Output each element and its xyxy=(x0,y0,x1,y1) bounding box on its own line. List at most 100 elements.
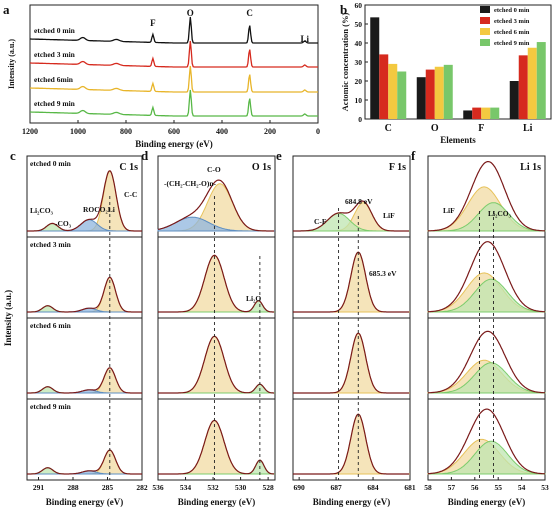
panel-f-component-peak xyxy=(428,440,546,475)
panel-e-xtick-label: 684 xyxy=(367,483,379,492)
panel-a-series-label: etched 3 min xyxy=(34,50,76,59)
panel-e-envelope xyxy=(293,200,410,232)
panel-c-row-label: etched 0 min xyxy=(30,159,72,168)
panel-d-xtick-label: 534 xyxy=(180,483,192,492)
panel-b-bar xyxy=(518,55,528,119)
panel-f-envelope xyxy=(428,241,546,313)
panel-d-annotation: -(CH₂-CH₂-O)n- xyxy=(164,179,216,188)
panel-c-annotation: -CO₃ xyxy=(55,219,72,228)
panel-a-series-label: etched 9 min xyxy=(34,99,76,108)
panel-b-ytick-label: 30 xyxy=(355,58,363,67)
panel-c-xtick-label: 282 xyxy=(136,483,148,492)
panel-d-xlabel: Binding energy (eV) xyxy=(178,497,256,507)
panel-d-xtick-label: 536 xyxy=(152,483,164,492)
panel-c-envelope xyxy=(27,449,142,475)
panel-a-tick-label: 600 xyxy=(168,127,180,136)
panel-b-ytick-label: 10 xyxy=(355,96,363,105)
panel-c-envelope xyxy=(27,170,142,232)
panel-e-annotation: 685.3 eV xyxy=(369,269,397,278)
panel-d-annotation: Li₂O xyxy=(246,294,261,303)
panel-a-letter: a xyxy=(3,2,10,17)
panel-b-bar xyxy=(481,107,491,119)
panel-c-envelope xyxy=(27,367,142,394)
panel-b-ytick-label: 50 xyxy=(355,20,363,29)
panel-b-xlabel: Elements xyxy=(440,135,476,145)
panel-b-bar xyxy=(536,42,546,119)
panel-f-xlabel: Binding energy (eV) xyxy=(448,497,526,507)
panel-c-envelope xyxy=(27,276,142,313)
panel-d-xtick-label: 530 xyxy=(235,483,247,492)
panel-f-component-peak xyxy=(428,202,546,232)
panel-e-component-peak xyxy=(293,413,410,475)
panel-d-component-peak xyxy=(158,335,275,394)
panel-b-letter: b xyxy=(340,2,347,17)
panel-d-xtick-label: 528 xyxy=(262,483,274,492)
panel-b-legend-swatch xyxy=(480,39,490,46)
panel-d-xtick-label: 532 xyxy=(207,483,219,492)
panel-b-category-label: C xyxy=(385,123,392,134)
panel-a-series-label: etched 6min xyxy=(34,75,74,84)
panel-c-title: C 1s xyxy=(119,162,138,173)
panel-a-spectrum xyxy=(30,16,318,44)
panel-d-title: O 1s xyxy=(252,162,271,173)
panel-b-category-label: O xyxy=(431,123,439,134)
panel-a-peak-label: O xyxy=(187,8,194,18)
panel-b-bar xyxy=(490,107,500,119)
panel-f-xtick-label: 54 xyxy=(518,483,526,492)
panel-a-peak-label: C xyxy=(246,8,253,18)
panel-e-envelope xyxy=(293,251,410,313)
panel-f-component-peak xyxy=(428,362,546,394)
panel-e-envelope xyxy=(293,332,410,394)
panel-f-xtick-label: 57 xyxy=(448,483,456,492)
panel-f-annotation: LiF xyxy=(443,206,455,215)
panel-e-component-peak xyxy=(293,332,410,394)
panel-b-ytick-label: 0 xyxy=(358,115,362,124)
panel-b-ytick-label: 60 xyxy=(355,1,363,10)
panel-e-letter: e xyxy=(276,148,282,163)
panel-e-annotation: 684.8 eV xyxy=(345,197,373,206)
panel-b-legend-label: etched 3 min xyxy=(494,18,530,25)
panel-b-bar xyxy=(509,81,519,119)
panel-c-xtick-label: 285 xyxy=(102,483,114,492)
panel-c-annotation: ROCO₂Li xyxy=(83,205,115,214)
panel-a-tick-label: 1000 xyxy=(70,127,86,136)
panel-b-bar xyxy=(397,71,407,119)
panel-a-spectrum xyxy=(30,65,318,93)
panel-a-spectrum xyxy=(30,40,318,68)
panel-d-envelope xyxy=(158,335,275,394)
panel-a-spectrum xyxy=(30,89,318,117)
panel-b-bar xyxy=(388,63,398,119)
panel-e-xlabel: Binding energy (eV) xyxy=(313,497,391,507)
panel-a-tick-label: 400 xyxy=(216,127,228,136)
panel-b-ylabel: Actomic concentration (%) xyxy=(340,13,350,112)
panel-e-envelope xyxy=(293,413,410,475)
panel-f-xtick-label: 58 xyxy=(424,483,432,492)
panel-c-row-label: etched 6 min xyxy=(30,321,72,330)
panel-f-envelope xyxy=(427,161,546,232)
panel-b-legend-label: etched 6 min xyxy=(494,29,530,36)
panel-c-row-label: etched 9 min xyxy=(30,402,72,411)
panel-e-xtick-label: 690 xyxy=(294,483,306,492)
panel-a-tick-label: 800 xyxy=(120,127,132,136)
panel-d-envelope xyxy=(157,179,275,232)
panel-b-bar xyxy=(472,107,482,119)
panel-a-peak-label: Li xyxy=(301,34,310,44)
panel-f-envelope xyxy=(427,408,545,475)
panel-b-bar xyxy=(416,77,426,119)
panel-c-xlabel: Binding energy (eV) xyxy=(46,497,124,507)
panel-a-ylabel: Intensity (a.u.) xyxy=(7,39,16,89)
panel-e-annotation: C-F xyxy=(314,217,327,226)
panel-b-category-label: F xyxy=(478,123,484,134)
panel-d-letter: d xyxy=(141,148,149,163)
panel-f-envelope xyxy=(428,330,546,394)
panel-f-xtick-label: 56 xyxy=(471,483,479,492)
panel-d-envelope xyxy=(158,419,275,475)
panel-b-bar xyxy=(463,110,473,119)
panel-a-tick-label: 200 xyxy=(264,127,276,136)
panel-c-annotation: Li₂CO₃ xyxy=(30,206,54,215)
panel-c-row-label: etched 3 min xyxy=(30,240,72,249)
panel-b-ytick-label: 40 xyxy=(355,39,363,48)
panel-b-bar xyxy=(370,17,380,120)
panel-b-legend-label: etched 9 min xyxy=(494,40,530,47)
